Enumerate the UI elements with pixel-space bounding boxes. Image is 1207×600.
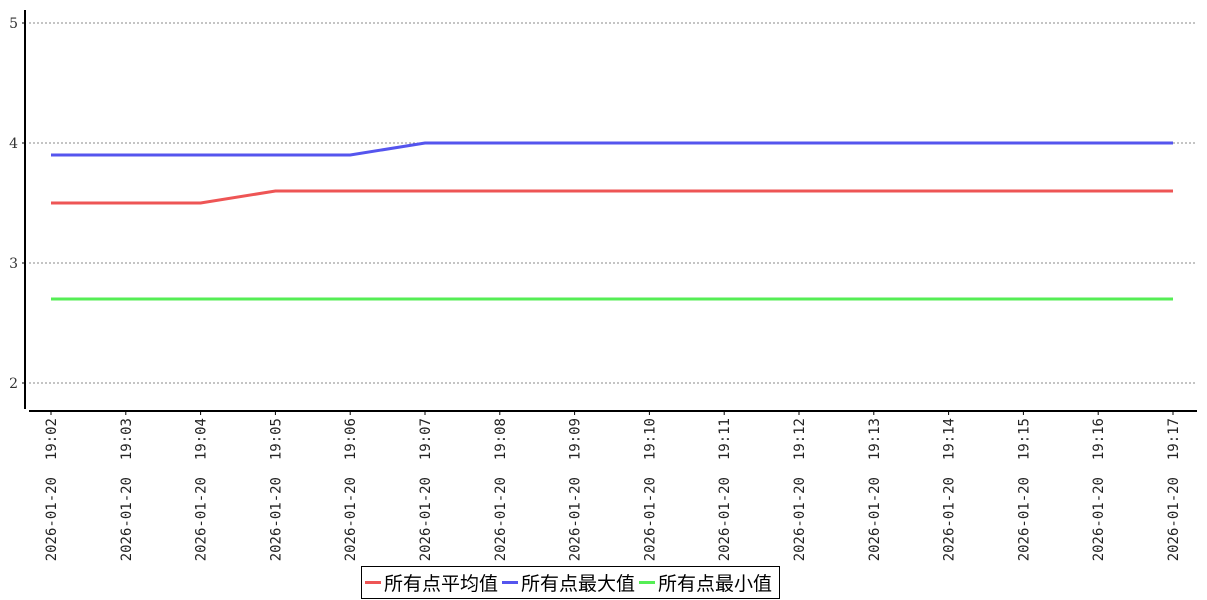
x-tick-label: 2026-01-20 19:03 <box>119 418 135 561</box>
series-line-0 <box>51 189 1173 205</box>
series-line-1 <box>51 141 1173 157</box>
x-tick-label: 2026-01-20 19:06 <box>343 418 359 561</box>
legend-item-avg: 所有点平均值 <box>365 569 498 596</box>
legend-item-min: 所有点最小值 <box>639 569 772 596</box>
x-tick-label: 2026-01-20 19:05 <box>268 418 284 561</box>
legend-swatch-max <box>502 581 519 584</box>
legend-label-max: 所有点最大值 <box>521 573 636 595</box>
x-tick-label: 2026-01-20 19:15 <box>1016 418 1032 561</box>
y-tick-label: 5 <box>9 16 18 32</box>
x-tick-label: 2026-01-20 19:12 <box>792 418 808 561</box>
y-tick-label: 2 <box>9 376 18 392</box>
y-tick-label: 3 <box>9 256 18 272</box>
x-tick-label: 2026-01-20 19:11 <box>717 418 733 561</box>
legend: 所有点平均值 所有点最大值 所有点最小值 <box>361 566 781 599</box>
x-tick-label: 2026-01-20 19:09 <box>568 418 584 561</box>
x-tick-label: 2026-01-20 19:04 <box>194 418 210 561</box>
x-tick-label: 2026-01-20 19:13 <box>867 418 883 561</box>
legend-item-max: 所有点最大值 <box>502 569 635 596</box>
x-tick-label: 2026-01-20 19:17 <box>1166 418 1182 561</box>
x-tick-label: 2026-01-20 19:02 <box>44 418 60 561</box>
legend-label-avg: 所有点平均值 <box>384 573 499 595</box>
legend-swatch-avg <box>365 581 381 584</box>
x-tick-label: 2026-01-20 19:08 <box>493 418 509 561</box>
legend-label-min: 所有点最小值 <box>658 573 773 595</box>
x-tick-label: 2026-01-20 19:10 <box>642 418 658 561</box>
y-tick-label: 4 <box>9 136 18 152</box>
x-tick-label: 2026-01-20 19:16 <box>1091 418 1107 561</box>
x-tick-label: 2026-01-20 19:14 <box>942 418 958 561</box>
legend-swatch-min <box>639 581 656 584</box>
x-tick-label: 2026-01-20 19:07 <box>418 418 434 561</box>
